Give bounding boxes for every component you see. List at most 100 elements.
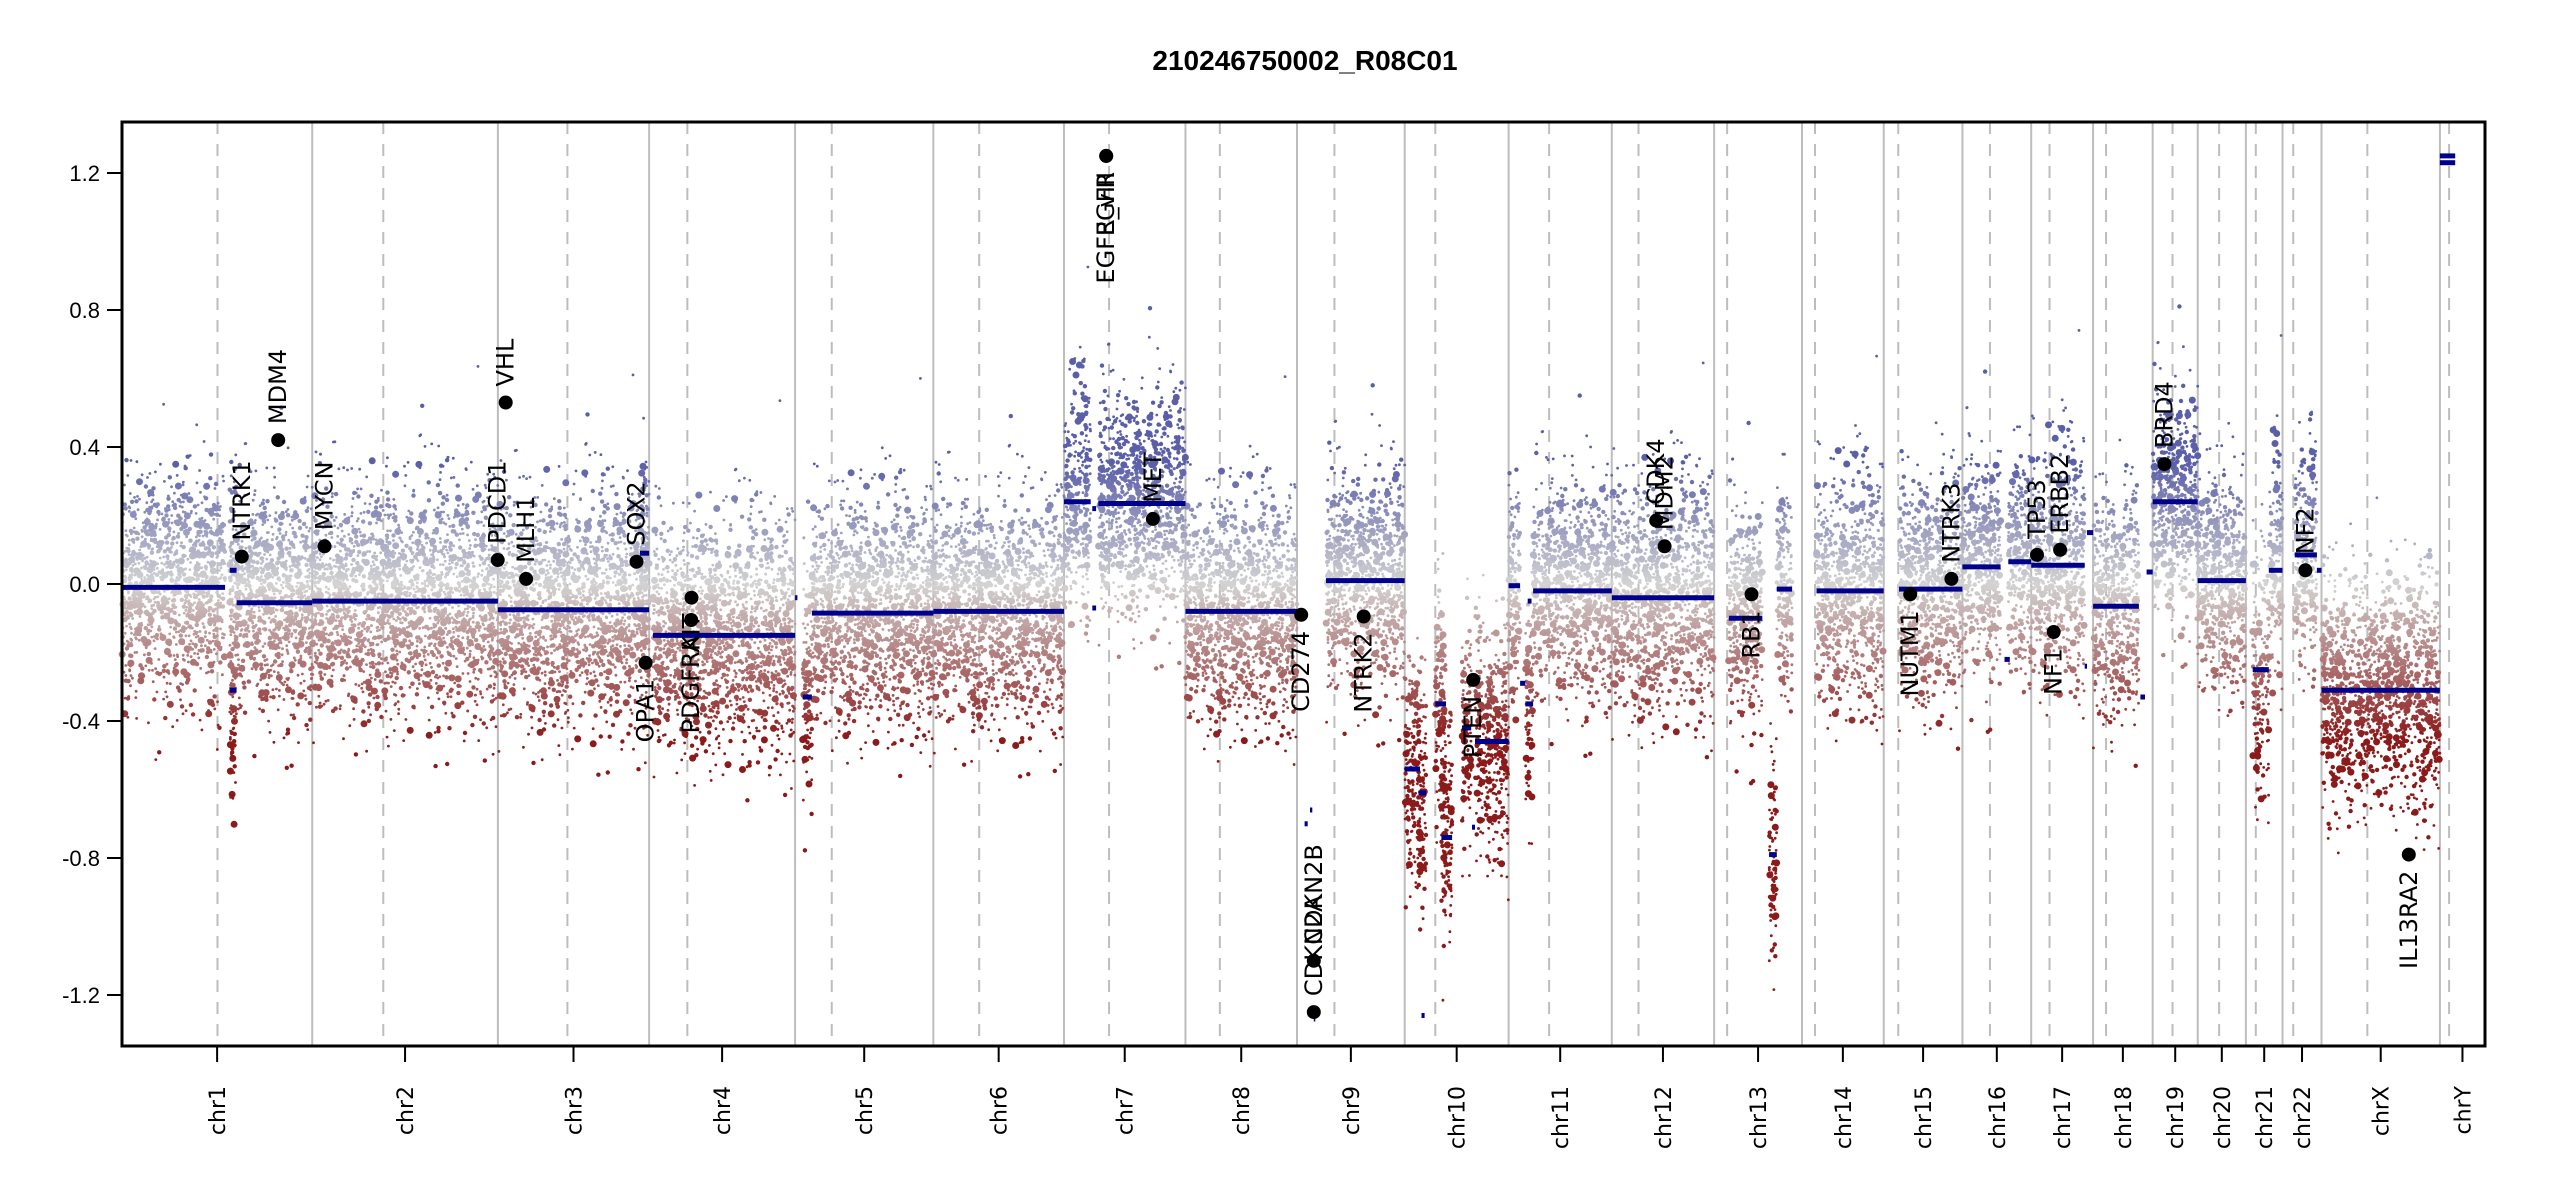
probe-point [155,690,159,694]
probe-point [265,557,269,561]
probe-point [186,496,194,504]
probe-point [382,572,387,577]
probe-point [479,647,484,652]
probe-point [413,669,416,673]
probe-point [371,573,375,577]
probe-point [193,630,197,633]
probe-point [550,651,553,655]
probe-point [418,682,421,686]
probe-point [344,552,350,557]
probe-point [442,636,445,640]
probe-point [171,500,175,503]
probe-point [262,505,267,511]
probe-point [168,550,172,554]
probe-point [221,673,224,677]
probe-point [477,629,481,632]
probe-point [126,603,134,611]
probe-point [240,565,244,568]
probe-point [151,547,155,551]
probe-point [235,622,240,627]
probe-point [203,482,211,490]
probe-point [259,579,262,582]
probe-point [400,621,404,625]
probe-point [181,627,184,630]
probe-point [253,594,257,597]
probe-point [347,654,351,658]
probe-point [384,670,387,674]
probe-point [288,663,292,667]
probe-point [436,691,439,695]
probe-point [420,582,424,585]
probe-point [302,679,306,683]
probe-point [293,642,297,646]
probe-point [204,579,208,582]
probe-point [295,702,300,707]
probe-point [306,546,309,550]
probe-point [581,615,585,618]
probe-point [413,554,418,559]
probe-point [216,645,222,650]
probe-point [133,496,136,499]
probe-point [194,622,199,628]
probe-point [426,627,430,631]
probe-point [260,543,266,548]
probe-point [228,643,232,647]
probe-point [172,460,180,468]
probe-point [154,758,158,761]
probe-point [133,606,136,609]
probe-point [365,604,369,607]
probe-point [175,630,178,634]
probe-point [468,547,472,550]
probe-point [152,635,156,638]
probe-point [611,465,615,469]
probe-point [522,745,525,749]
probe-point [593,597,597,600]
probe-point [458,556,463,562]
probe-point [134,592,137,596]
probe-point [339,549,342,553]
probe-point [369,651,373,655]
probe-point [191,642,195,645]
probe-point [198,529,203,534]
probe-point [361,709,366,714]
probe-point [234,781,237,784]
probe-point [299,540,302,544]
probe-point [228,790,236,798]
probe-point [480,547,484,551]
probe-point [445,548,448,552]
probe-point [148,472,152,475]
probe-point [193,596,196,599]
probe-point [304,722,309,728]
probe-point [241,580,245,583]
probe-point [122,617,128,623]
probe-point [435,482,441,488]
probe-point [266,518,270,522]
probe-point [138,548,142,552]
probe-point [397,712,400,716]
probe-point [384,709,388,713]
probe-point [297,525,303,531]
probe-point [263,573,269,579]
probe-point [189,639,193,643]
probe-point [144,638,148,642]
probe-point [221,474,225,478]
probe-point [357,626,360,630]
probe-point [322,702,326,706]
probe-point [647,648,651,651]
probe-point [574,469,578,473]
probe-point [278,532,282,535]
probe-point [609,485,613,488]
probe-point [416,547,419,551]
probe-point [313,584,317,588]
probe-point [143,605,147,609]
probe-point [194,544,198,548]
probe-point [220,653,228,661]
probe-point [265,531,269,534]
probe-point [562,479,570,487]
probe-point [476,543,479,547]
probe-point [300,617,304,621]
probe-point [320,704,324,708]
probe-point [189,655,193,659]
probe-point [375,565,380,571]
probe-point [307,635,312,640]
